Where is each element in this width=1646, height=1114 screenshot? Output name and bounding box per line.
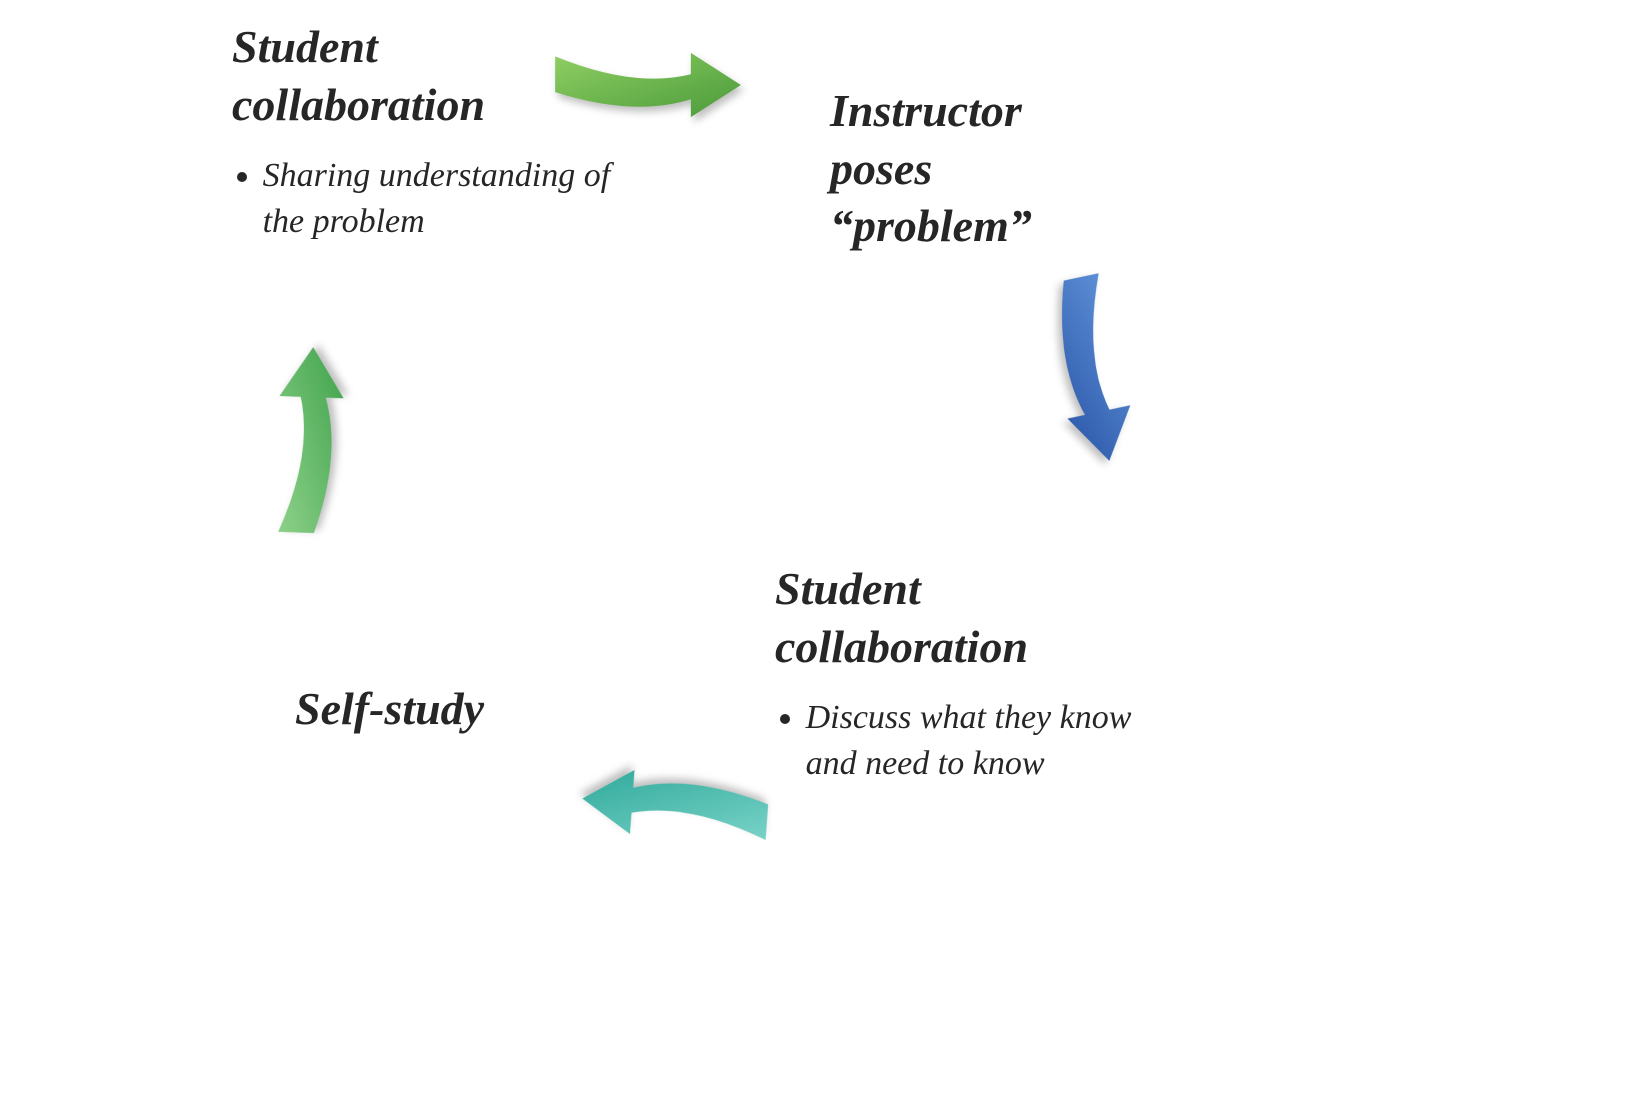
bullet-item: Sharing understanding of the problem	[263, 153, 612, 245]
node-bottom-left: Self-study	[295, 680, 615, 738]
node-bullets: Discuss what they know and need to know	[775, 695, 1155, 787]
node-bottom-right: Studentcollaboration Discuss what they kn…	[775, 560, 1155, 821]
bullet-item: Discuss what they know and need to know	[806, 695, 1155, 787]
node-top-left: Studentcollaboration Sharing understandin…	[232, 18, 612, 279]
arrow-left	[256, 318, 364, 561]
node-title: Studentcollaboration	[232, 18, 612, 133]
node-title: Studentcollaboration	[775, 560, 1155, 675]
node-title: Self-study	[295, 680, 615, 738]
node-top-right: Instructorposes“problem”	[830, 82, 1170, 255]
arrow-right	[1018, 252, 1162, 488]
cycle-diagram: Studentcollaboration Sharing understandin…	[0, 0, 1646, 1114]
node-title: Instructorposes“problem”	[830, 82, 1170, 255]
arrow-bottom	[542, 746, 808, 864]
node-bullets: Sharing understanding of the problem	[232, 153, 612, 245]
